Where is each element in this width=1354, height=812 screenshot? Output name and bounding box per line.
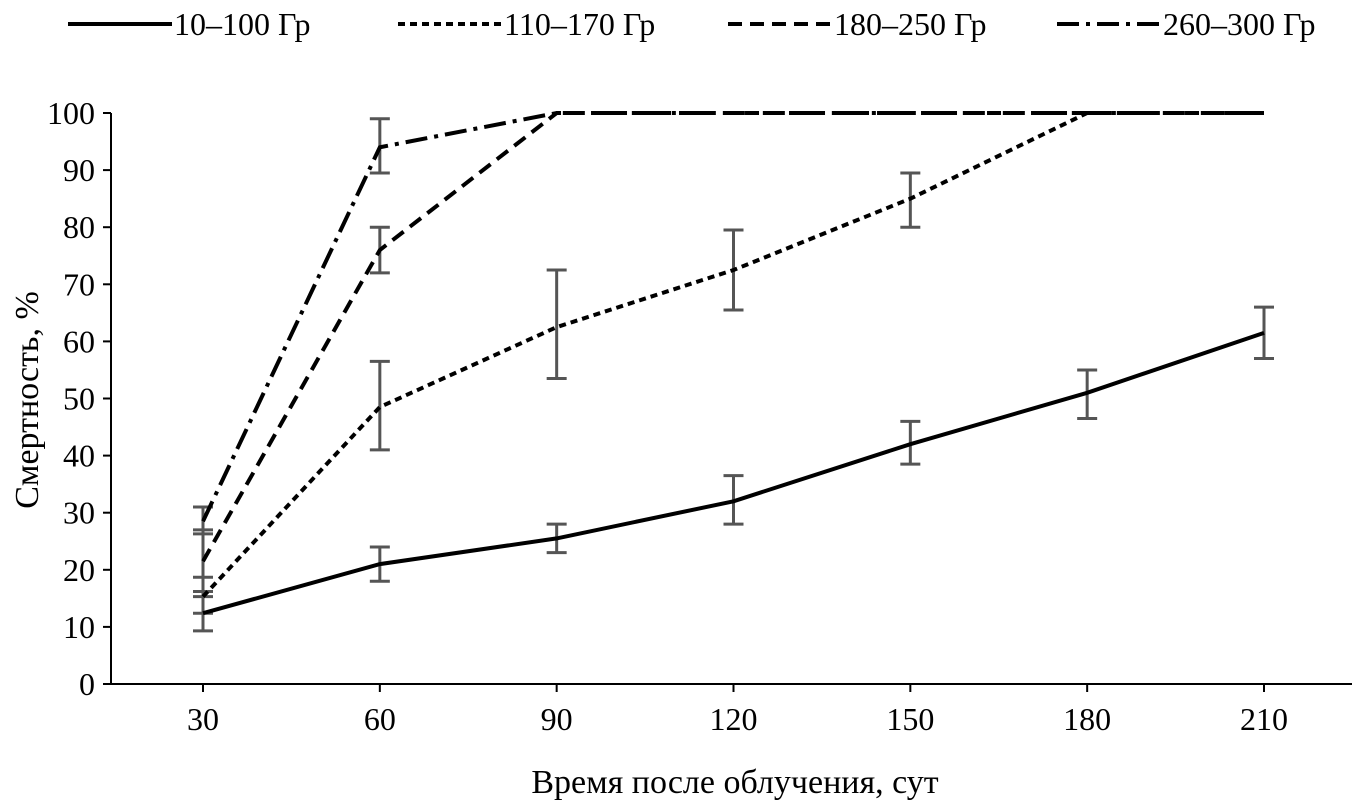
x-tick-label: 120: [710, 701, 758, 737]
series-line-4: [201, 111, 1264, 523]
y-tick-label: 40: [63, 438, 95, 474]
legend-label: 10–100 Гр: [174, 6, 310, 42]
legend-label: 110–170 Гр: [504, 6, 655, 42]
axes: 0 10 20 30 40 50 60 70 80 90 100 30 60 90 120 150 180 210: [47, 95, 1352, 737]
y-tick-label: 70: [63, 266, 95, 302]
y-tick-label: 30: [63, 495, 95, 531]
y-tick-label: 50: [63, 381, 95, 417]
x-axis-label: Время после облучения, сут: [531, 764, 938, 801]
y-tick-label: 60: [63, 323, 95, 359]
x-tick-label: 30: [187, 701, 219, 737]
y-tick-label: 20: [63, 552, 95, 588]
y-tick-label: 0: [79, 666, 95, 702]
x-tick-label: 60: [364, 701, 396, 737]
legend: 10–100 Гр 110–170 Гр 180–250 Гр 260–300 Гр: [68, 6, 1315, 42]
series-line-1: [202, 330, 1265, 616]
y-tick-label: 10: [63, 609, 95, 645]
legend-label: 260–300 Гр: [1163, 6, 1315, 42]
y-axis-label: Смертность, %: [9, 291, 46, 509]
x-tick-label: 150: [886, 701, 934, 737]
y-tick-label: 100: [47, 95, 95, 131]
y-tick-label: 90: [63, 152, 95, 188]
y-tick-label: 80: [63, 209, 95, 245]
series-group: [193, 111, 1274, 633]
x-tick-label: 180: [1063, 701, 1111, 737]
x-tick-label: 90: [541, 701, 573, 737]
x-tick-label: 210: [1240, 701, 1288, 737]
legend-label: 180–250 Гр: [834, 6, 986, 42]
